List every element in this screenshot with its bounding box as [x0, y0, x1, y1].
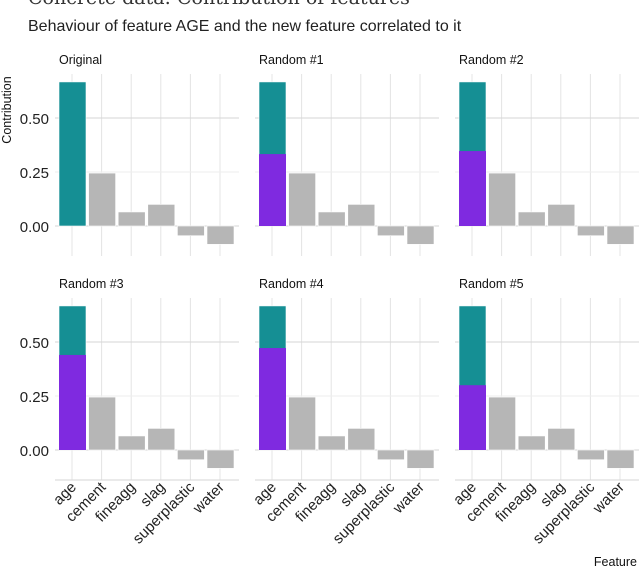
y-tick-label: 0.50 [20, 335, 49, 352]
bar-new-feature-part [459, 385, 486, 450]
bar-cement [88, 172, 116, 227]
x-tick-label: water [189, 479, 228, 518]
bar-superplastic [577, 225, 605, 237]
chart-title: Concrete data: Contribution of features [28, 0, 410, 9]
bar-water [206, 225, 235, 245]
bar-slag [547, 428, 576, 451]
chart-subtitle: Behaviour of feature AGE and the new fea… [28, 18, 462, 35]
bar-water [206, 449, 235, 469]
bar-water [406, 449, 435, 469]
panel-strip-label: Random #5 [459, 277, 524, 291]
x-tick-label: water [389, 479, 428, 518]
panel-strip-label: Random #1 [259, 53, 324, 67]
y-axis-label: Contribution [0, 76, 14, 143]
bar-slag [547, 204, 576, 227]
bar-superplastic [377, 449, 405, 461]
bar-water [606, 449, 635, 469]
panel-strip-label: Random #4 [259, 277, 324, 291]
bar-water [606, 225, 635, 245]
bar-superplastic [577, 449, 605, 461]
bar-new-feature-part [259, 154, 286, 226]
bar-new-feature-part [59, 354, 86, 450]
y-tick-label: 0.50 [20, 111, 49, 128]
bar-slag [347, 428, 376, 451]
x-tick-label: water [589, 479, 628, 518]
bar-cement [88, 396, 116, 451]
bar-fineagg [517, 435, 546, 451]
y-tick-label: 0.25 [20, 165, 49, 182]
bar-slag [147, 204, 176, 227]
bar-slag [347, 204, 376, 227]
bar-fineagg [117, 211, 146, 227]
bar-fineagg [317, 211, 346, 227]
bar-cement [288, 396, 316, 451]
bar-superplastic [177, 449, 205, 461]
y-tick-label: 0.00 [20, 219, 49, 236]
x-axis-label: Feature [594, 555, 637, 569]
bar-fineagg [117, 435, 146, 451]
bar-water [406, 225, 435, 245]
bar-fineagg [317, 435, 346, 451]
bar-new-feature-part [259, 348, 286, 450]
bar-new-feature-part [459, 151, 486, 226]
y-tick-label: 0.00 [20, 443, 49, 460]
bar-cement [488, 396, 516, 451]
panel-strip-label: Original [59, 53, 102, 67]
bar-slag [147, 428, 176, 451]
panel-strip-label: Random #2 [459, 53, 524, 67]
bar-cement [488, 172, 516, 227]
bar-superplastic [377, 225, 405, 237]
bar-fineagg [517, 211, 546, 227]
y-tick-label: 0.25 [20, 389, 49, 406]
panel-strip-label: Random #3 [59, 277, 124, 291]
bar-cement [288, 172, 316, 227]
bar-superplastic [177, 225, 205, 237]
bar-age [58, 81, 87, 227]
